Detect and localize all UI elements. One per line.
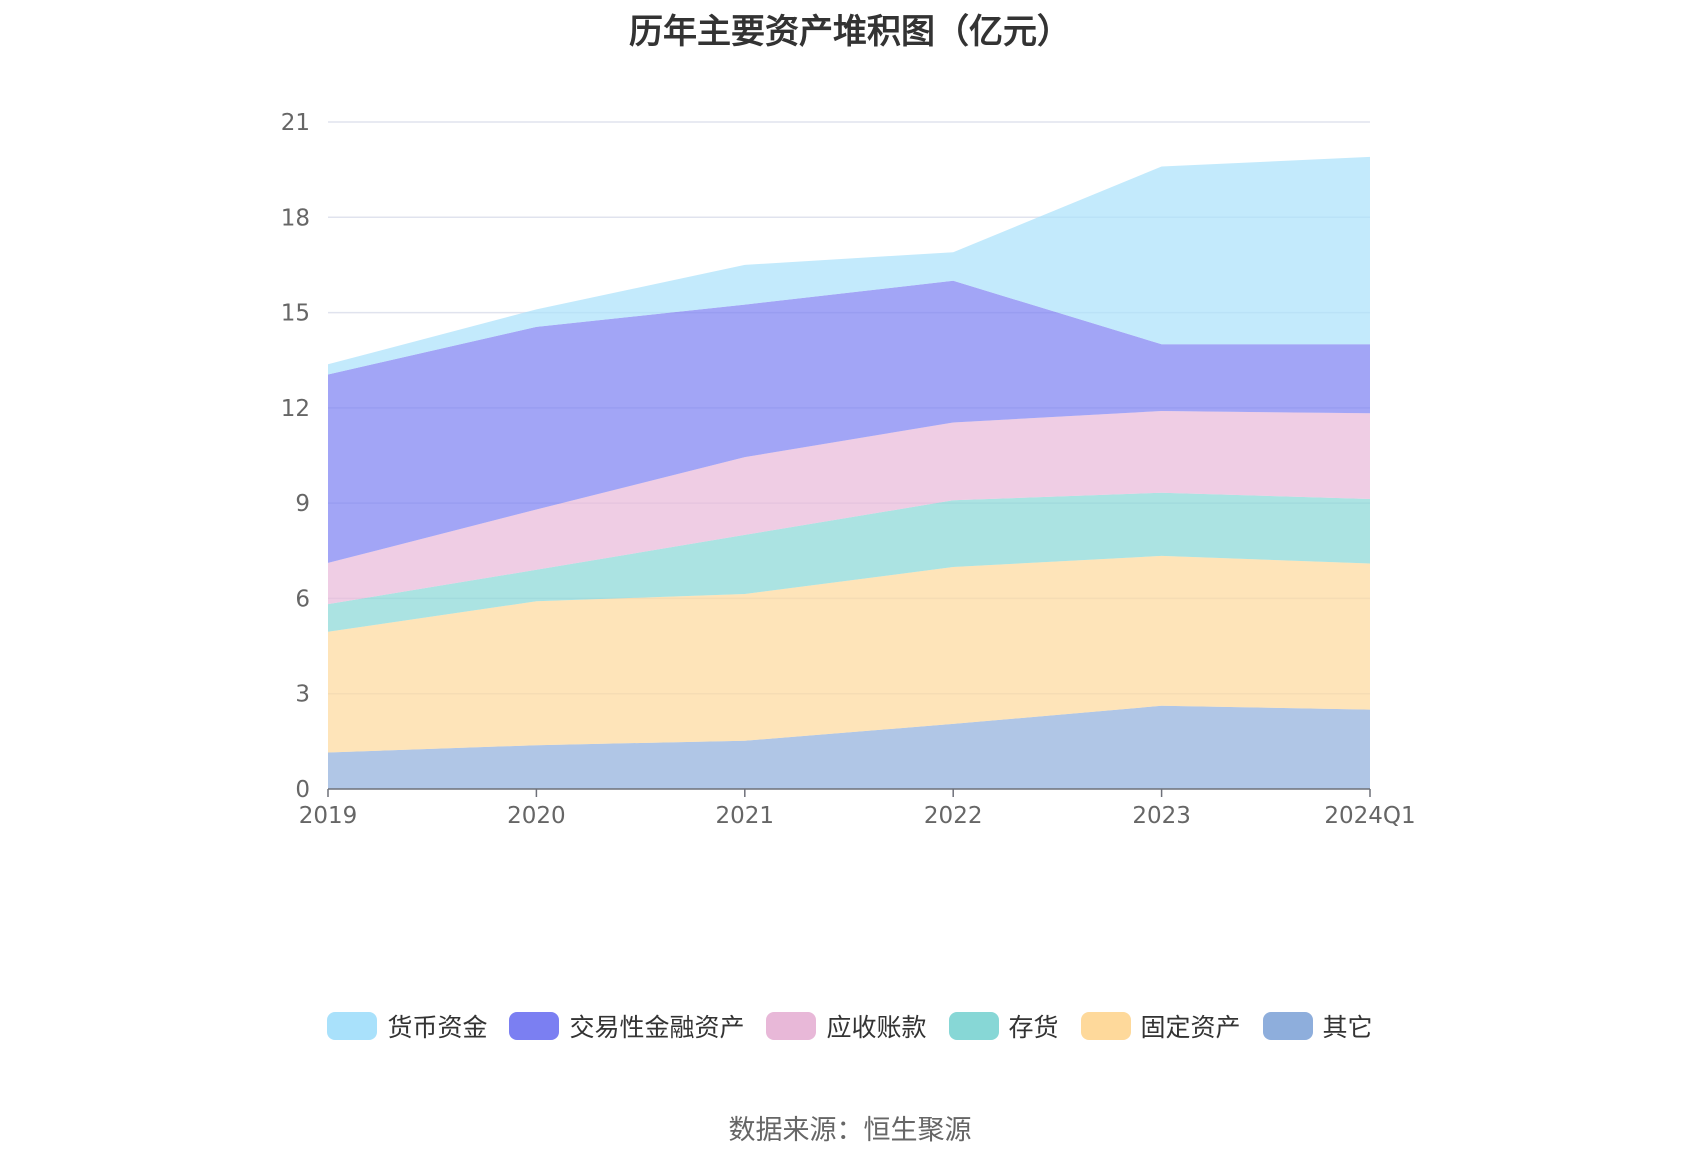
legend-item[interactable]: 货币资金 — [327, 1008, 487, 1044]
legend-swatch — [1080, 1012, 1131, 1040]
legend-label: 交易性金融资产 — [569, 1013, 745, 1042]
x-tick-label: 2023 — [1132, 803, 1191, 829]
x-tick-label: 2020 — [507, 803, 566, 829]
legend-swatch — [1262, 1012, 1313, 1040]
legend-item[interactable]: 固定资产 — [1080, 1008, 1241, 1044]
x-tick-label: 2024Q1 — [1324, 803, 1415, 829]
y-tick-label: 0 — [295, 777, 310, 803]
legend-swatch — [766, 1012, 817, 1040]
legend-label: 其它 — [1322, 1013, 1373, 1042]
legend-item[interactable]: 应收账款 — [766, 1008, 927, 1044]
area-series-1[interactable] — [328, 555, 1370, 753]
y-tick-label: 6 — [295, 586, 310, 612]
legend-label: 存货 — [1008, 1013, 1059, 1042]
legend-swatch — [948, 1012, 999, 1040]
area-series-3[interactable] — [328, 411, 1370, 605]
axes: 0 3 6 9 12 15 18 21 2019 2020 2021 2022 2023 2024Q1 — [281, 110, 1416, 829]
y-tick-label: 21 — [281, 110, 310, 136]
legend-item[interactable]: 存货 — [948, 1008, 1059, 1044]
x-tick-label: 2021 — [716, 803, 775, 829]
legend-item[interactable]: 交易性金融资产 — [509, 1008, 744, 1044]
x-tick-label: 2022 — [924, 803, 983, 829]
area-series-0[interactable] — [328, 705, 1370, 789]
y-tick-label: 18 — [281, 205, 310, 231]
legend-label: 应收账款 — [826, 1013, 927, 1042]
x-tick-label: 2019 — [299, 803, 358, 829]
legend-swatch — [509, 1012, 560, 1040]
y-tick-label: 3 — [295, 682, 310, 708]
y-tick-label: 9 — [295, 491, 310, 517]
chart-title: 历年主要资产堆积图（亿元） — [629, 12, 1071, 52]
legend-label: 货币资金 — [387, 1013, 488, 1042]
area-series-layer — [328, 156, 1370, 789]
legend-item[interactable]: 其它 — [1262, 1008, 1373, 1044]
area-series-4[interactable] — [328, 280, 1370, 563]
area-series-2[interactable] — [328, 492, 1370, 632]
y-tick-label: 15 — [281, 301, 310, 327]
area-series-5[interactable] — [328, 156, 1370, 375]
y-tick-label: 12 — [281, 396, 310, 422]
source-note: 数据来源：恒生聚源 — [728, 1115, 972, 1146]
legend-swatch — [327, 1012, 378, 1040]
legend: 货币资金 交易性金融资产 应收账款 存货 固定资产 其它 — [0, 1008, 1700, 1044]
legend-label: 固定资产 — [1140, 1013, 1241, 1042]
